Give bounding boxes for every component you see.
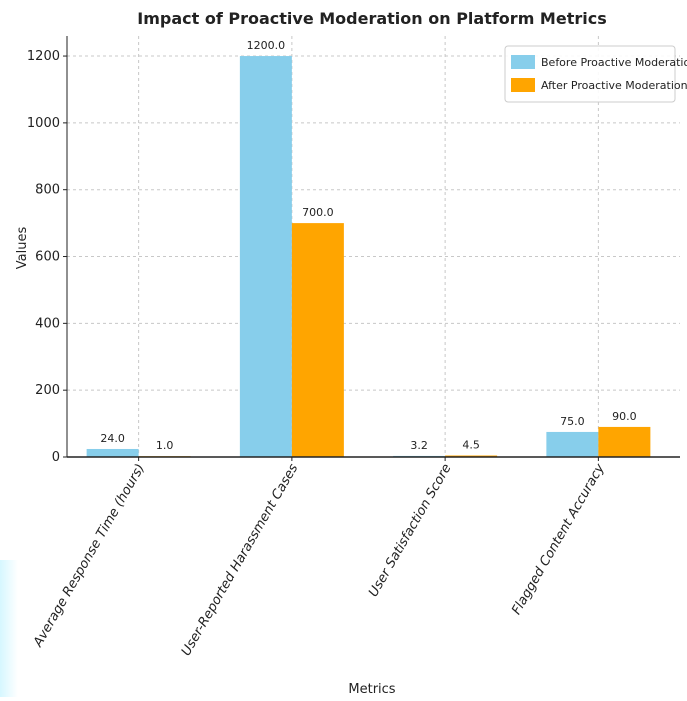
bar: [239, 56, 292, 458]
bar: [598, 426, 651, 457]
x-tick-label: User-Reported Harassment Cases: [179, 461, 302, 658]
legend-box: [504, 45, 676, 103]
axis-layer: 0 200 400 600 800 1000 1200 Average Response Ti…: [27, 36, 680, 659]
bar-value-label: 1200.0: [247, 39, 286, 52]
bar-value-label: 90.0: [612, 410, 637, 423]
y-tick-label: 600: [35, 250, 60, 265]
grid-layer: [67, 36, 680, 457]
bar-value-label: 75.0: [560, 415, 585, 428]
bar-value-label: 1.0: [156, 439, 174, 452]
x-tick-label: User Satisfaction Score: [366, 462, 454, 600]
decorative-glow: [0, 560, 18, 697]
legend-label: Before Proactive Moderation: [541, 56, 687, 69]
legend-swatch: [511, 78, 535, 92]
bar: [86, 448, 139, 457]
bar: [445, 455, 498, 457]
legend-label: After Proactive Moderation: [541, 79, 687, 92]
bar-value-label: 4.5: [462, 438, 480, 451]
bar-layer: 24.0 1200.0 3.2 75.0 1.0 700.0 4.5 90.0: [86, 39, 651, 458]
y-tick-label: 800: [35, 183, 60, 198]
bar-value-label: 700.0: [302, 206, 334, 219]
legend: Before Proactive Moderation After Proacti…: [504, 45, 687, 103]
chart-title: Impact of Proactive Moderation on Platfo…: [137, 9, 606, 28]
y-tick-label: 200: [35, 383, 60, 398]
legend-swatch: [511, 55, 535, 69]
bar-value-label: 24.0: [100, 432, 125, 445]
y-tick-label: 1000: [27, 116, 60, 131]
y-tick-label: 400: [35, 316, 60, 331]
y-tick-label: 1200: [27, 49, 60, 64]
bar: [291, 223, 344, 457]
y-axis-title: Values: [15, 227, 30, 270]
bar: [546, 431, 599, 457]
y-tick-label: 0: [52, 450, 60, 465]
x-tick-label: Average Response Time (hours): [30, 462, 148, 651]
x-axis-title: Metrics: [348, 682, 395, 697]
bar-value-label: 3.2: [410, 439, 428, 452]
x-tick-label: Flagged Content Accuracy: [509, 461, 608, 617]
